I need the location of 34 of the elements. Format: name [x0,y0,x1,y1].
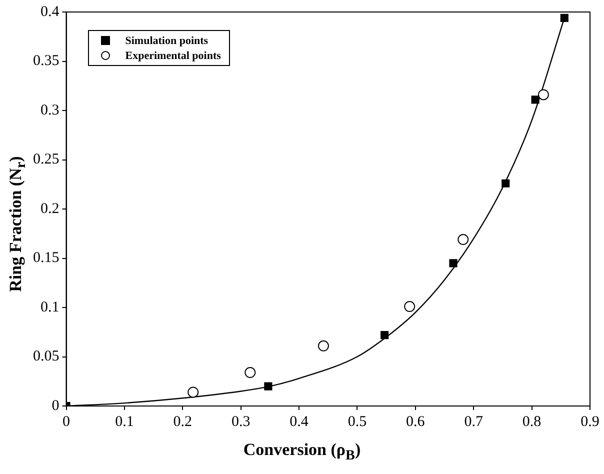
x-tick-label: 0.6 [406,414,426,430]
point [458,234,469,246]
y-tick-label: 0.3 [40,102,60,118]
x-tick-label: 0 [62,414,70,430]
point [531,96,540,104]
y-tick-label: 0.2 [40,200,60,217]
x-tick-label: 0.3 [231,414,250,430]
point [244,367,256,378]
point [188,386,199,398]
point [264,382,272,390]
point [380,331,389,340]
legend-label: Simulation points [125,34,208,46]
x-tick-label: 0.2 [173,414,192,430]
y-tick-label: 0.25 [33,152,60,168]
point [318,340,329,352]
point [560,14,568,22]
point [449,259,458,268]
x-tick-label: 0.9 [580,414,600,430]
point [538,89,549,100]
y-tick-label: 0.15 [33,250,60,266]
point [502,179,510,188]
point [404,301,416,312]
y-tick-label: 0.1 [40,299,60,316]
x-tick-label: 0.8 [522,414,542,430]
x-tick-label: 0.1 [115,414,134,430]
y-tick-label: 0.4 [40,4,60,20]
x-tick-label: 0.5 [348,414,367,430]
x-tick-label: 0.4 [290,414,309,430]
x-axis-title: Conversion (ρ$_{B}$) [242,440,362,464]
y-tick-label: 0.05 [33,348,60,365]
y-tick-label: 0 [52,398,60,414]
legend-label: Experimental points [125,50,221,62]
x-tick-label: 0.7 [464,414,484,430]
y-tick-label: 0.35 [33,53,60,70]
